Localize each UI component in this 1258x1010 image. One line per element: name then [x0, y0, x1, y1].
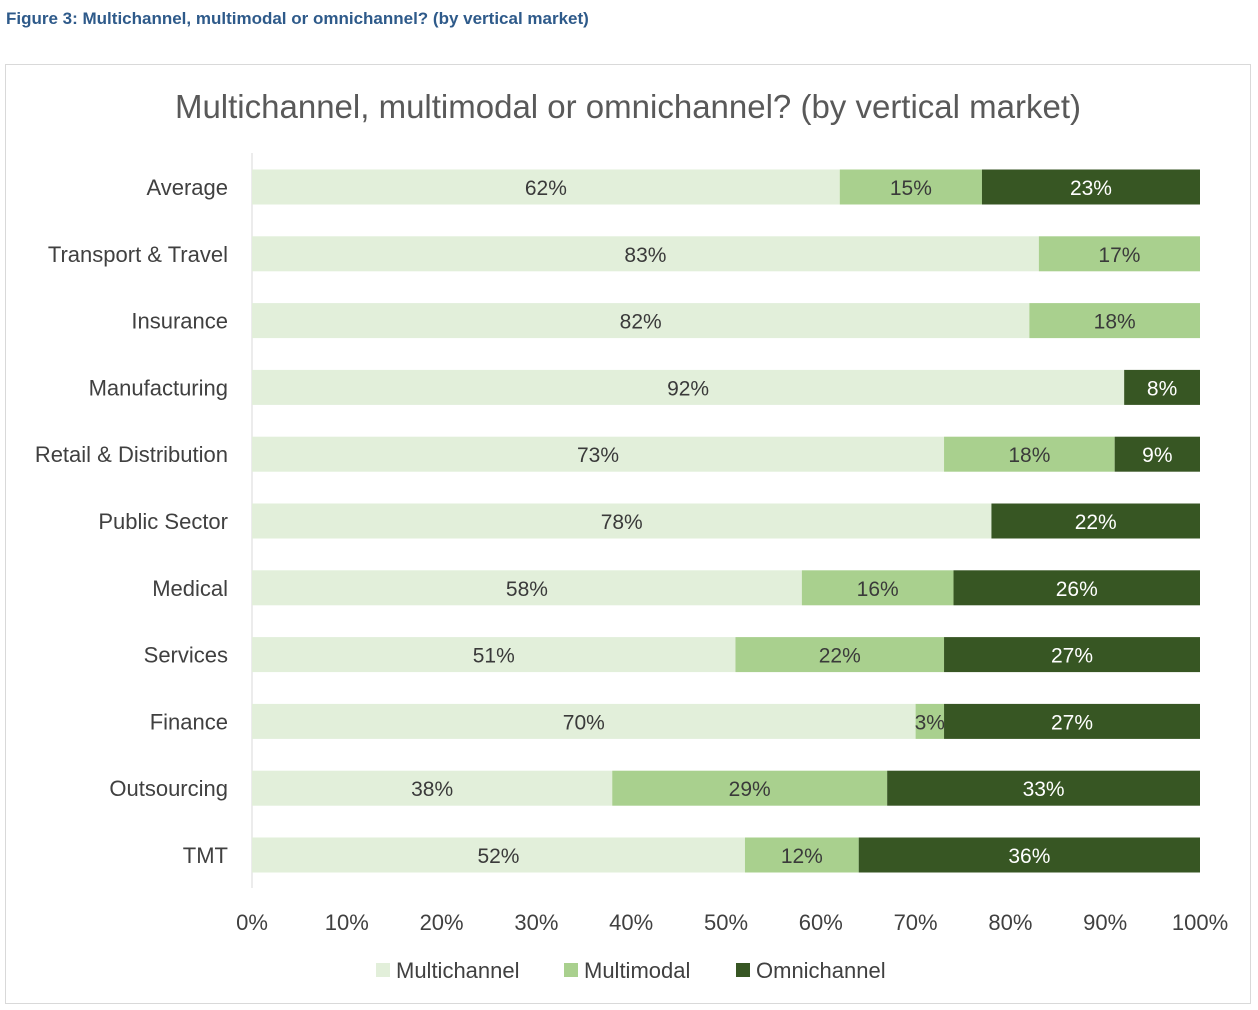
category-label-finance: Finance — [150, 709, 228, 734]
category-label-average: Average — [146, 175, 228, 200]
bar-multimodal-finance — [915, 703, 945, 739]
bar-omnichannel-public-sector — [991, 503, 1200, 539]
legend-label-multichannel: Multichannel — [396, 958, 520, 983]
data-label-omnichannel-retail-distribution: 9% — [1142, 444, 1172, 467]
bar-multichannel-transport-travel — [252, 236, 1039, 272]
x-tick-label: 70% — [894, 910, 938, 935]
data-label-multimodal-medical: 16% — [857, 578, 899, 601]
x-tick-label: 40% — [609, 910, 653, 935]
x-tick-label: 30% — [514, 910, 558, 935]
bar-multimodal-outsourcing — [612, 770, 888, 806]
x-tick-label: 20% — [420, 910, 464, 935]
x-tick-label: 100% — [1172, 910, 1228, 935]
bar-multichannel-manufacturing — [252, 369, 1125, 405]
bar-multimodal-services — [735, 637, 945, 673]
x-tick-label: 10% — [325, 910, 369, 935]
legend-swatch-multimodal — [564, 963, 578, 977]
data-label-multichannel-finance: 70% — [563, 711, 605, 734]
data-label-multichannel-medical: 58% — [506, 578, 548, 601]
category-labels: Average Transport & Travel Insurance Manufa… — [35, 175, 228, 868]
bar-multichannel-tmt — [252, 837, 745, 873]
category-label-retail-distribution: Retail & Distribution — [35, 442, 228, 467]
data-label-multichannel-services: 51% — [473, 645, 515, 668]
legend-swatch-multichannel — [376, 963, 390, 977]
bar-omnichannel-retail-distribution — [1114, 436, 1200, 472]
category-label-transport-travel: Transport & Travel — [48, 242, 228, 267]
bar-multichannel-public-sector — [252, 503, 992, 539]
x-tick-label: 50% — [704, 910, 748, 935]
data-label-multichannel-insurance: 82% — [620, 311, 662, 334]
x-tick-labels: 0% 10% 20% 30% 40% 50% 60% 70% 80% 90% 100% — [236, 910, 1228, 935]
data-label-multichannel-retail-distribution: 73% — [577, 444, 619, 467]
bars-group: 62% 15% 23% 83% 17% 82% 18% 92% 8% 73% 18% 9% 78% 22%… — [252, 169, 1200, 873]
data-label-multimodal-services: 22% — [819, 645, 861, 668]
x-tick-label: 80% — [988, 910, 1032, 935]
category-label-services: Services — [144, 643, 228, 668]
bar-multimodal-average — [839, 169, 982, 205]
bar-multichannel-insurance — [252, 303, 1030, 339]
category-label-medical: Medical — [152, 576, 228, 601]
data-label-multimodal-tmt: 12% — [781, 845, 823, 868]
chart-title: Multichannel, multimodal or omnichannel?… — [175, 88, 1081, 125]
category-label-tmt: TMT — [183, 843, 228, 868]
data-label-multimodal-outsourcing: 29% — [729, 778, 771, 801]
data-label-omnichannel-outsourcing: 33% — [1023, 778, 1065, 801]
data-label-multichannel-average: 62% — [525, 177, 567, 200]
bar-multimodal-tmt — [744, 837, 859, 873]
bar-multimodal-transport-travel — [1038, 236, 1200, 272]
bar-omnichannel-finance — [944, 703, 1200, 739]
data-label-multimodal-finance: 3% — [915, 711, 945, 734]
bar-multimodal-medical — [801, 570, 954, 606]
category-label-manufacturing: Manufacturing — [89, 375, 228, 400]
data-label-omnichannel-average: 23% — [1070, 177, 1112, 200]
category-label-outsourcing: Outsourcing — [109, 776, 228, 801]
data-label-multichannel-manufacturing: 92% — [667, 377, 709, 400]
data-label-multimodal-insurance: 18% — [1094, 311, 1136, 334]
data-label-omnichannel-public-sector: 22% — [1075, 511, 1117, 534]
bar-omnichannel-outsourcing — [887, 770, 1200, 806]
bar-multichannel-retail-distribution — [252, 436, 945, 472]
bar-multichannel-services — [252, 637, 736, 673]
legend: Multichannel Multimodal Omnichannel — [376, 958, 886, 983]
bar-omnichannel-services — [944, 637, 1200, 673]
data-label-multimodal-average: 15% — [890, 177, 932, 200]
figure-caption: Figure 3: Multichannel, multimodal or om… — [6, 9, 589, 28]
data-label-multimodal-retail-distribution: 18% — [1008, 444, 1050, 467]
data-label-multichannel-public-sector: 78% — [601, 511, 643, 534]
x-tick-label: 90% — [1083, 910, 1127, 935]
data-label-multimodal-transport-travel: 17% — [1098, 244, 1140, 267]
bar-multichannel-medical — [252, 570, 802, 606]
data-label-omnichannel-services: 27% — [1051, 645, 1093, 668]
data-label-multichannel-tmt: 52% — [477, 845, 519, 868]
legend-label-omnichannel: Omnichannel — [756, 958, 886, 983]
data-label-omnichannel-manufacturing: 8% — [1147, 377, 1177, 400]
bar-multimodal-retail-distribution — [944, 436, 1115, 472]
legend-swatch-omnichannel — [736, 963, 750, 977]
bar-multichannel-average — [252, 169, 840, 205]
x-tick-label: 60% — [799, 910, 843, 935]
data-label-omnichannel-medical: 26% — [1056, 578, 1098, 601]
bar-omnichannel-manufacturing — [1124, 369, 1200, 405]
bar-omnichannel-average — [981, 169, 1200, 205]
category-label-insurance: Insurance — [131, 309, 228, 334]
bar-multichannel-finance — [252, 703, 916, 739]
legend-label-multimodal: Multimodal — [584, 958, 690, 983]
data-label-omnichannel-finance: 27% — [1051, 711, 1093, 734]
bar-multimodal-insurance — [1029, 303, 1200, 339]
bar-omnichannel-medical — [953, 570, 1200, 606]
x-tick-label: 0% — [236, 910, 268, 935]
data-label-multichannel-transport-travel: 83% — [624, 244, 666, 267]
category-label-public-sector: Public Sector — [98, 509, 228, 534]
bar-multichannel-outsourcing — [252, 770, 613, 806]
data-label-multichannel-outsourcing: 38% — [411, 778, 453, 801]
bar-omnichannel-tmt — [858, 837, 1200, 873]
data-label-omnichannel-tmt: 36% — [1008, 845, 1050, 868]
